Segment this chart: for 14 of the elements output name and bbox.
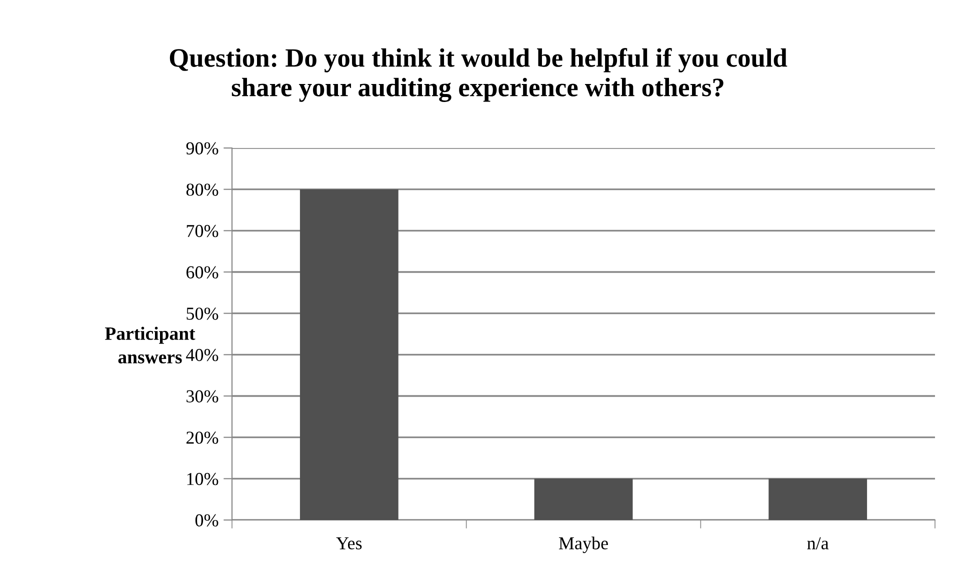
y-tick-label: 0% [195,514,218,526]
y-tick-label: 70% [186,224,218,238]
y-tick-label: 90% [186,142,218,154]
chart-title: Question: Do you think it would be helpful if you could share your auditing experience with others? [170,48,788,102]
y-tick-label: 60% [186,266,218,278]
y-tick-label: 80% [186,184,218,196]
y-tick-label: 30% [186,390,218,402]
x-tick-label: Yes [336,537,362,550]
x-tick-label: Maybe [558,536,608,554]
y-tick-label: 20% [186,432,218,444]
x-tick-label: n/a [807,537,829,550]
y-tick-label: 40% [186,348,218,362]
y-tick-label: 10% [187,472,218,486]
y-tick-label: 50% [186,308,218,320]
